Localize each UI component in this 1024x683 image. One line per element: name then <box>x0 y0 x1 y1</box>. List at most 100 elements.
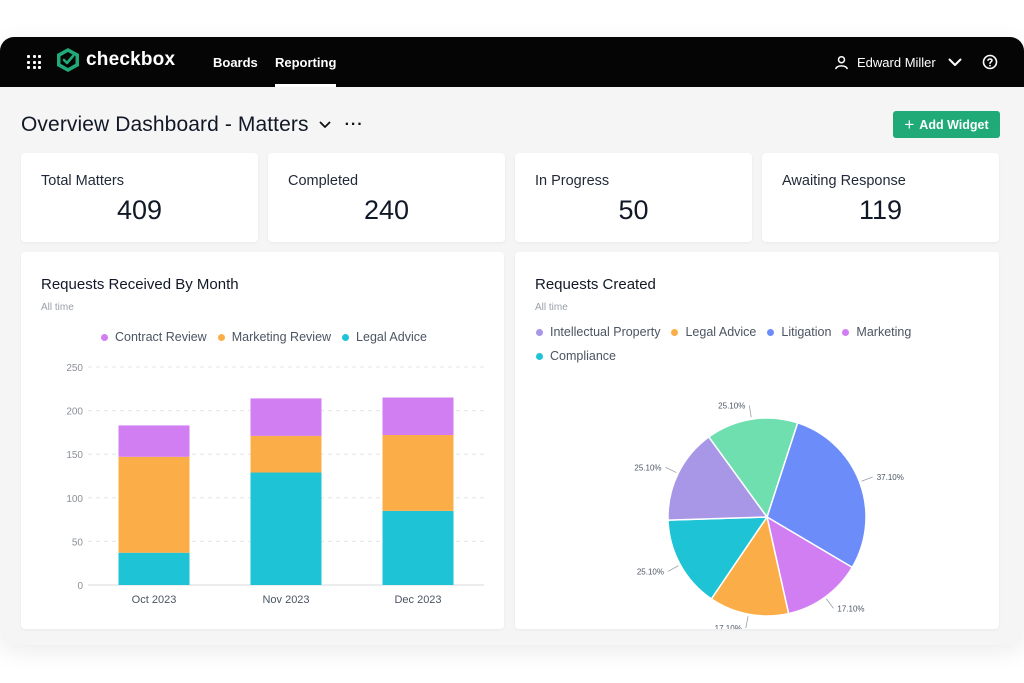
bar-segment-legal-advice[interactable] <box>250 472 322 585</box>
pie-slice-legal-advice[interactable] <box>710 515 790 617</box>
x-tick-label: Dec 2023 <box>394 594 441 606</box>
x-tick-label: Nov 2023 <box>262 594 309 606</box>
pie-data-label: 25.10% <box>637 567 664 576</box>
app-window: checkbox Boards Reporting Edward Miller … <box>0 37 1024 645</box>
apps-grid-icon[interactable] <box>27 55 41 69</box>
stat-label: Total Matters <box>41 173 124 189</box>
requests-created-card: Requests Created All time Intellectual P… <box>515 252 999 629</box>
bar-segment-legal-advice[interactable] <box>118 552 190 585</box>
legend-item[interactable]: Intellectual Property <box>536 320 660 344</box>
add-widget-button[interactable]: + Add Widget <box>893 111 1000 138</box>
app-logo[interactable]: checkbox <box>56 47 175 73</box>
pie-slice-compliance[interactable] <box>667 516 769 600</box>
legend-item[interactable]: Marketing <box>842 320 911 344</box>
legend-dot <box>671 328 679 336</box>
page-title: Overview Dashboard - Matters <box>21 113 309 136</box>
more-dots-icon[interactable]: ··· <box>344 116 364 133</box>
legend-item[interactable]: Legal Advice <box>342 325 427 349</box>
stat-value: 119 <box>858 195 903 225</box>
pie-label-line <box>667 565 679 572</box>
pie-label-line <box>665 466 677 473</box>
active-tab-indicator <box>275 84 337 87</box>
pie-data-label: 17.10% <box>837 604 864 613</box>
stat-card-completed[interactable]: Completed 240 <box>268 153 505 242</box>
bar-segment-marketing-review[interactable] <box>250 435 322 473</box>
pie-chart-subtitle: All time <box>535 302 568 313</box>
legend-dot <box>342 333 350 341</box>
pie-label-line <box>861 476 873 482</box>
legend-item[interactable]: Marketing Review <box>217 325 332 349</box>
pie-chart-legend: Intellectual Property Legal Advice Litigat… <box>536 320 966 368</box>
app-name: checkbox <box>86 49 176 70</box>
legend-dot <box>536 328 543 336</box>
user-name: Edward Miller <box>857 54 936 70</box>
pie-data-label: 17.10% <box>715 624 742 629</box>
bar-chart: 0 50 100 150 200 250 Oct 2023 Nov 2023 Dec 2023 <box>66 363 484 606</box>
page-header: Overview Dashboard - Matters ··· <box>21 113 364 137</box>
top-navigation-bar: checkbox Boards Reporting Edward Miller <box>0 37 1024 87</box>
add-widget-label: Add Widget <box>919 117 989 132</box>
legend-item[interactable]: Contract Review <box>101 325 207 349</box>
pie-data-label: 25.10% <box>718 401 745 410</box>
title-chevron-down-icon[interactable] <box>319 121 331 129</box>
legend-dot <box>536 352 543 360</box>
legend-label: Intellectual Property <box>550 325 661 339</box>
legend-label: Marketing <box>856 325 912 339</box>
bar-segment-marketing-review[interactable] <box>382 435 454 511</box>
y-tick-label: 50 <box>72 537 84 548</box>
pie-slice-green-segment[interactable] <box>707 417 799 519</box>
legend-dot <box>101 333 108 341</box>
bar-segment-legal-advice[interactable] <box>382 510 454 585</box>
stat-card-total-matters[interactable]: Total Matters 409 <box>21 153 258 242</box>
y-tick-label: 200 <box>66 407 83 418</box>
legend-item[interactable]: Litigation <box>767 320 831 344</box>
stat-card-awaiting-response[interactable]: Awaiting Response 119 <box>762 153 999 242</box>
bar-segment-marketing-review[interactable] <box>118 456 190 553</box>
x-tick-label: Oct 2023 <box>132 594 177 606</box>
legend-label: Legal Advice <box>685 325 757 339</box>
pie-label-line <box>748 405 752 418</box>
stat-value: 409 <box>116 195 163 225</box>
stat-card-in-progress[interactable]: In Progress 50 <box>515 153 752 242</box>
legend-dot <box>842 328 850 336</box>
legend-label: Compliance <box>550 349 617 363</box>
pie-chart: 37.10% 17.10% 17.10% 25.10% 25.10% 25.10% <box>634 401 903 629</box>
plus-icon: + <box>904 115 915 134</box>
bar-chart-title: Requests Received By Month <box>41 276 239 293</box>
pie-chart-title: Requests Created <box>535 276 656 293</box>
stat-value: 50 <box>618 195 649 225</box>
nav-reporting[interactable]: Reporting <box>275 37 337 87</box>
pie-slice-marketing[interactable] <box>765 515 854 615</box>
nav-boards[interactable]: Boards <box>213 54 258 70</box>
legend-dot <box>767 328 775 336</box>
stat-label: Completed <box>288 173 359 189</box>
y-tick-label: 250 <box>66 363 83 374</box>
legend-label: Marketing Review <box>231 330 332 344</box>
chevron-down-icon[interactable] <box>948 58 962 67</box>
pie-slice-intellectual-property[interactable] <box>667 435 769 521</box>
user-menu[interactable]: Edward Miller <box>834 37 962 87</box>
stat-label: Awaiting Response <box>782 173 906 189</box>
bar-chart-subtitle: All time <box>41 302 74 313</box>
pie-data-label: 25.10% <box>634 463 661 472</box>
y-tick-label: 150 <box>66 450 83 461</box>
nav-reporting-label: Reporting <box>275 54 337 70</box>
help-icon[interactable] <box>982 54 998 70</box>
bar-segment-contract-review[interactable] <box>250 398 322 436</box>
legend-label: Contract Review <box>115 330 207 344</box>
bar-segment-contract-review[interactable] <box>118 425 190 457</box>
legend-item[interactable]: Legal Advice <box>671 320 756 344</box>
bar-segment-contract-review[interactable] <box>382 397 454 436</box>
user-icon <box>835 55 848 69</box>
stat-value: 240 <box>363 195 410 225</box>
pie-label-line <box>826 598 834 609</box>
legend-label: Litigation <box>781 325 832 339</box>
legend-label: Legal Advice <box>356 330 427 344</box>
checkbox-logo-icon <box>57 48 79 72</box>
stat-label: In Progress <box>535 173 610 189</box>
requests-by-month-card: Requests Received By Month All time Cont… <box>21 252 504 629</box>
pie-label-line <box>745 616 749 629</box>
y-tick-label: 0 <box>77 581 83 592</box>
legend-item[interactable]: Compliance <box>536 344 616 368</box>
bar-chart-legend: Contract Review Marketing Review Legal Adv… <box>101 325 481 349</box>
